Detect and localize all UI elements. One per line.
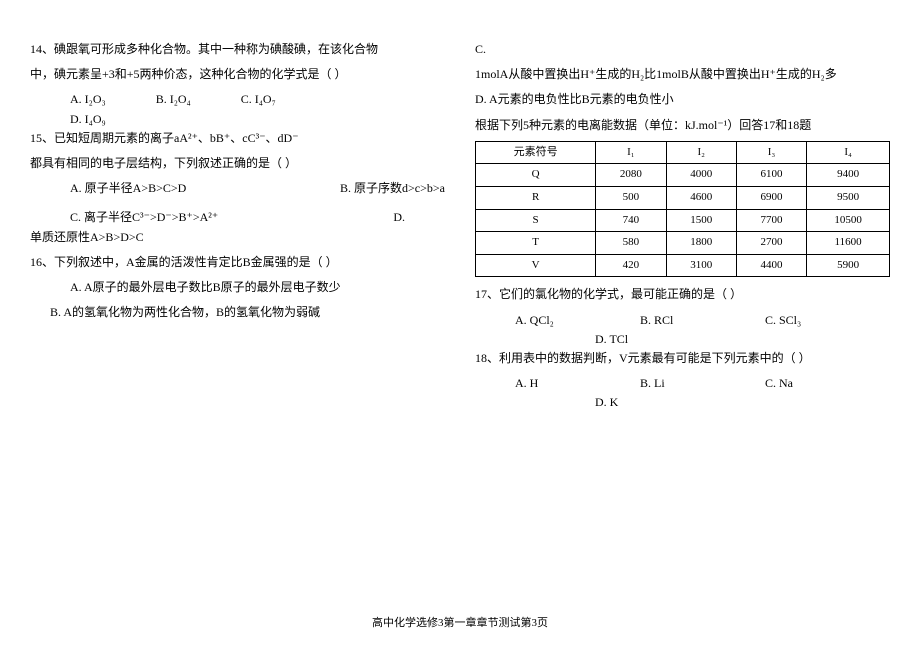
left-column: 14、碘跟氧可形成多种化合物。其中一种称为碘酸碘，在该化合物 中，碘元素呈+3和… (30, 40, 445, 412)
cell: 3100 (666, 254, 736, 277)
q15-options-row2: C. 离子半径C³⁻>D⁻>B⁺>A²⁺ D. (30, 208, 445, 227)
exam-page: 14、碘跟氧可形成多种化合物。其中一种称为碘酸碘，在该化合物 中，碘元素呈+3和… (0, 0, 920, 650)
page-footer: 高中化学选修3第一章章节测试第3页 (0, 614, 920, 630)
q14-opt-a: A. I₂O₃ (70, 90, 106, 109)
q14-opt-c: C. I₄O₇ (241, 90, 276, 109)
th-3: I₃ (736, 141, 806, 164)
cell: S (476, 209, 596, 232)
th-4: I₄ (807, 141, 890, 164)
q15-opt-a: A. 原子半径A>B>C>D (70, 179, 186, 198)
cell: 7700 (736, 209, 806, 232)
q17-opt-a: A. QCl₂ (515, 311, 640, 330)
th-0: 元素符号 (476, 141, 596, 164)
cell: 6900 (736, 186, 806, 209)
q16-opt-c-label: C. (475, 40, 890, 59)
q18-opt-d: D. K (475, 393, 890, 412)
q15-options-row1: A. 原子半径A>B>C>D B. 原子序数d>c>b>a (30, 179, 445, 198)
table-row: Q2080400061009400 (476, 164, 890, 187)
q17-opt-c: C. SCl₃ (765, 311, 890, 330)
ionization-table: 元素符号 I₁ I₂ I₃ I₄ Q2080400061009400 R5004… (475, 141, 890, 278)
cell: R (476, 186, 596, 209)
table-intro: 根据下列5种元素的电离能数据（单位：kJ.mol⁻¹）回答17和18题 (475, 116, 890, 135)
cell: 9400 (807, 164, 890, 187)
cell: 4400 (736, 254, 806, 277)
cell: 420 (596, 254, 666, 277)
cell: 500 (596, 186, 666, 209)
cell: 580 (596, 232, 666, 255)
q17-line1: 17、它们的氯化物的化学式，最可能正确的是（ ） (475, 285, 890, 304)
q18-opt-c: C. Na (765, 374, 890, 393)
cell: 11600 (807, 232, 890, 255)
q16-opt-b: B. A的氢氧化物为两性化合物，B的氢氧化物为弱碱 (30, 303, 445, 322)
q18-line1: 18、利用表中的数据判断，V元素最有可能是下列元素中的（ ） (475, 349, 890, 368)
q14-line2: 中，碘元素呈+3和+5两种价态，这种化合物的化学式是（ ） (30, 65, 445, 84)
cell: 2700 (736, 232, 806, 255)
table-row: V420310044005900 (476, 254, 890, 277)
q17-options: A. QCl₂ B. RCl C. SCl₃ (475, 311, 890, 330)
cell: Q (476, 164, 596, 187)
columns: 14、碘跟氧可形成多种化合物。其中一种称为碘酸碘，在该化合物 中，碘元素呈+3和… (30, 40, 890, 412)
q15-opt-c: C. 离子半径C³⁻>D⁻>B⁺>A²⁺ (70, 208, 218, 227)
cell: 1500 (666, 209, 736, 232)
cell: 6100 (736, 164, 806, 187)
q15-opt-d: 单质还原性A>B>D>C (30, 228, 445, 247)
q14-line1: 14、碘跟氧可形成多种化合物。其中一种称为碘酸碘，在该化合物 (30, 40, 445, 59)
table-header-row: 元素符号 I₁ I₂ I₃ I₄ (476, 141, 890, 164)
q16-opt-c: 1molA从酸中置换出H⁺生成的H₂比1molB从酸中置换出H⁺生成的H₂多 (475, 65, 890, 84)
cell: 1800 (666, 232, 736, 255)
q18-options: A. H B. Li C. Na (475, 374, 890, 393)
th-1: I₁ (596, 141, 666, 164)
cell: T (476, 232, 596, 255)
right-column: C. 1molA从酸中置换出H⁺生成的H₂比1molB从酸中置换出H⁺生成的H₂… (475, 40, 890, 412)
q15-line1: 15、已知短周期元素的离子aA²⁺、bB⁺、cC³⁻、dD⁻ (30, 129, 445, 148)
cell: 4600 (666, 186, 736, 209)
q15-opt-b: B. 原子序数d>c>b>a (340, 179, 445, 198)
q18-opt-b: B. Li (640, 374, 765, 393)
cell: 4000 (666, 164, 736, 187)
table-row: T5801800270011600 (476, 232, 890, 255)
table-row: R500460069009500 (476, 186, 890, 209)
table-body: Q2080400061009400 R500460069009500 S7401… (476, 164, 890, 277)
q17-opt-d: D. TCl (475, 330, 890, 349)
q14-opt-b: B. I₂O₄ (156, 90, 191, 109)
q18-opt-a: A. H (515, 374, 640, 393)
cell: 5900 (807, 254, 890, 277)
cell: 2080 (596, 164, 666, 187)
cell: 740 (596, 209, 666, 232)
cell: 9500 (807, 186, 890, 209)
cell: V (476, 254, 596, 277)
table-row: S7401500770010500 (476, 209, 890, 232)
q16-line1: 16、下列叙述中，A金属的活泼性肯定比B金属强的是（ ） (30, 253, 445, 272)
th-2: I₂ (666, 141, 736, 164)
q14-opt-d: D. I₄O₉ (70, 110, 106, 129)
q15-line2: 都具有相同的电子层结构，下列叙述正确的是（ ） (30, 154, 445, 173)
q16-opt-a: A. A原子的最外层电子数比B原子的最外层电子数少 (30, 278, 445, 297)
q17-opt-b: B. RCl (640, 311, 765, 330)
q16-opt-d: D. A元素的电负性比B元素的电负性小 (475, 90, 890, 109)
q14-options: A. I₂O₃ B. I₂O₄ C. I₄O₇ D. I₄O₉ (30, 90, 445, 128)
cell: 10500 (807, 209, 890, 232)
q15-opt-d-label: D. (393, 208, 445, 227)
